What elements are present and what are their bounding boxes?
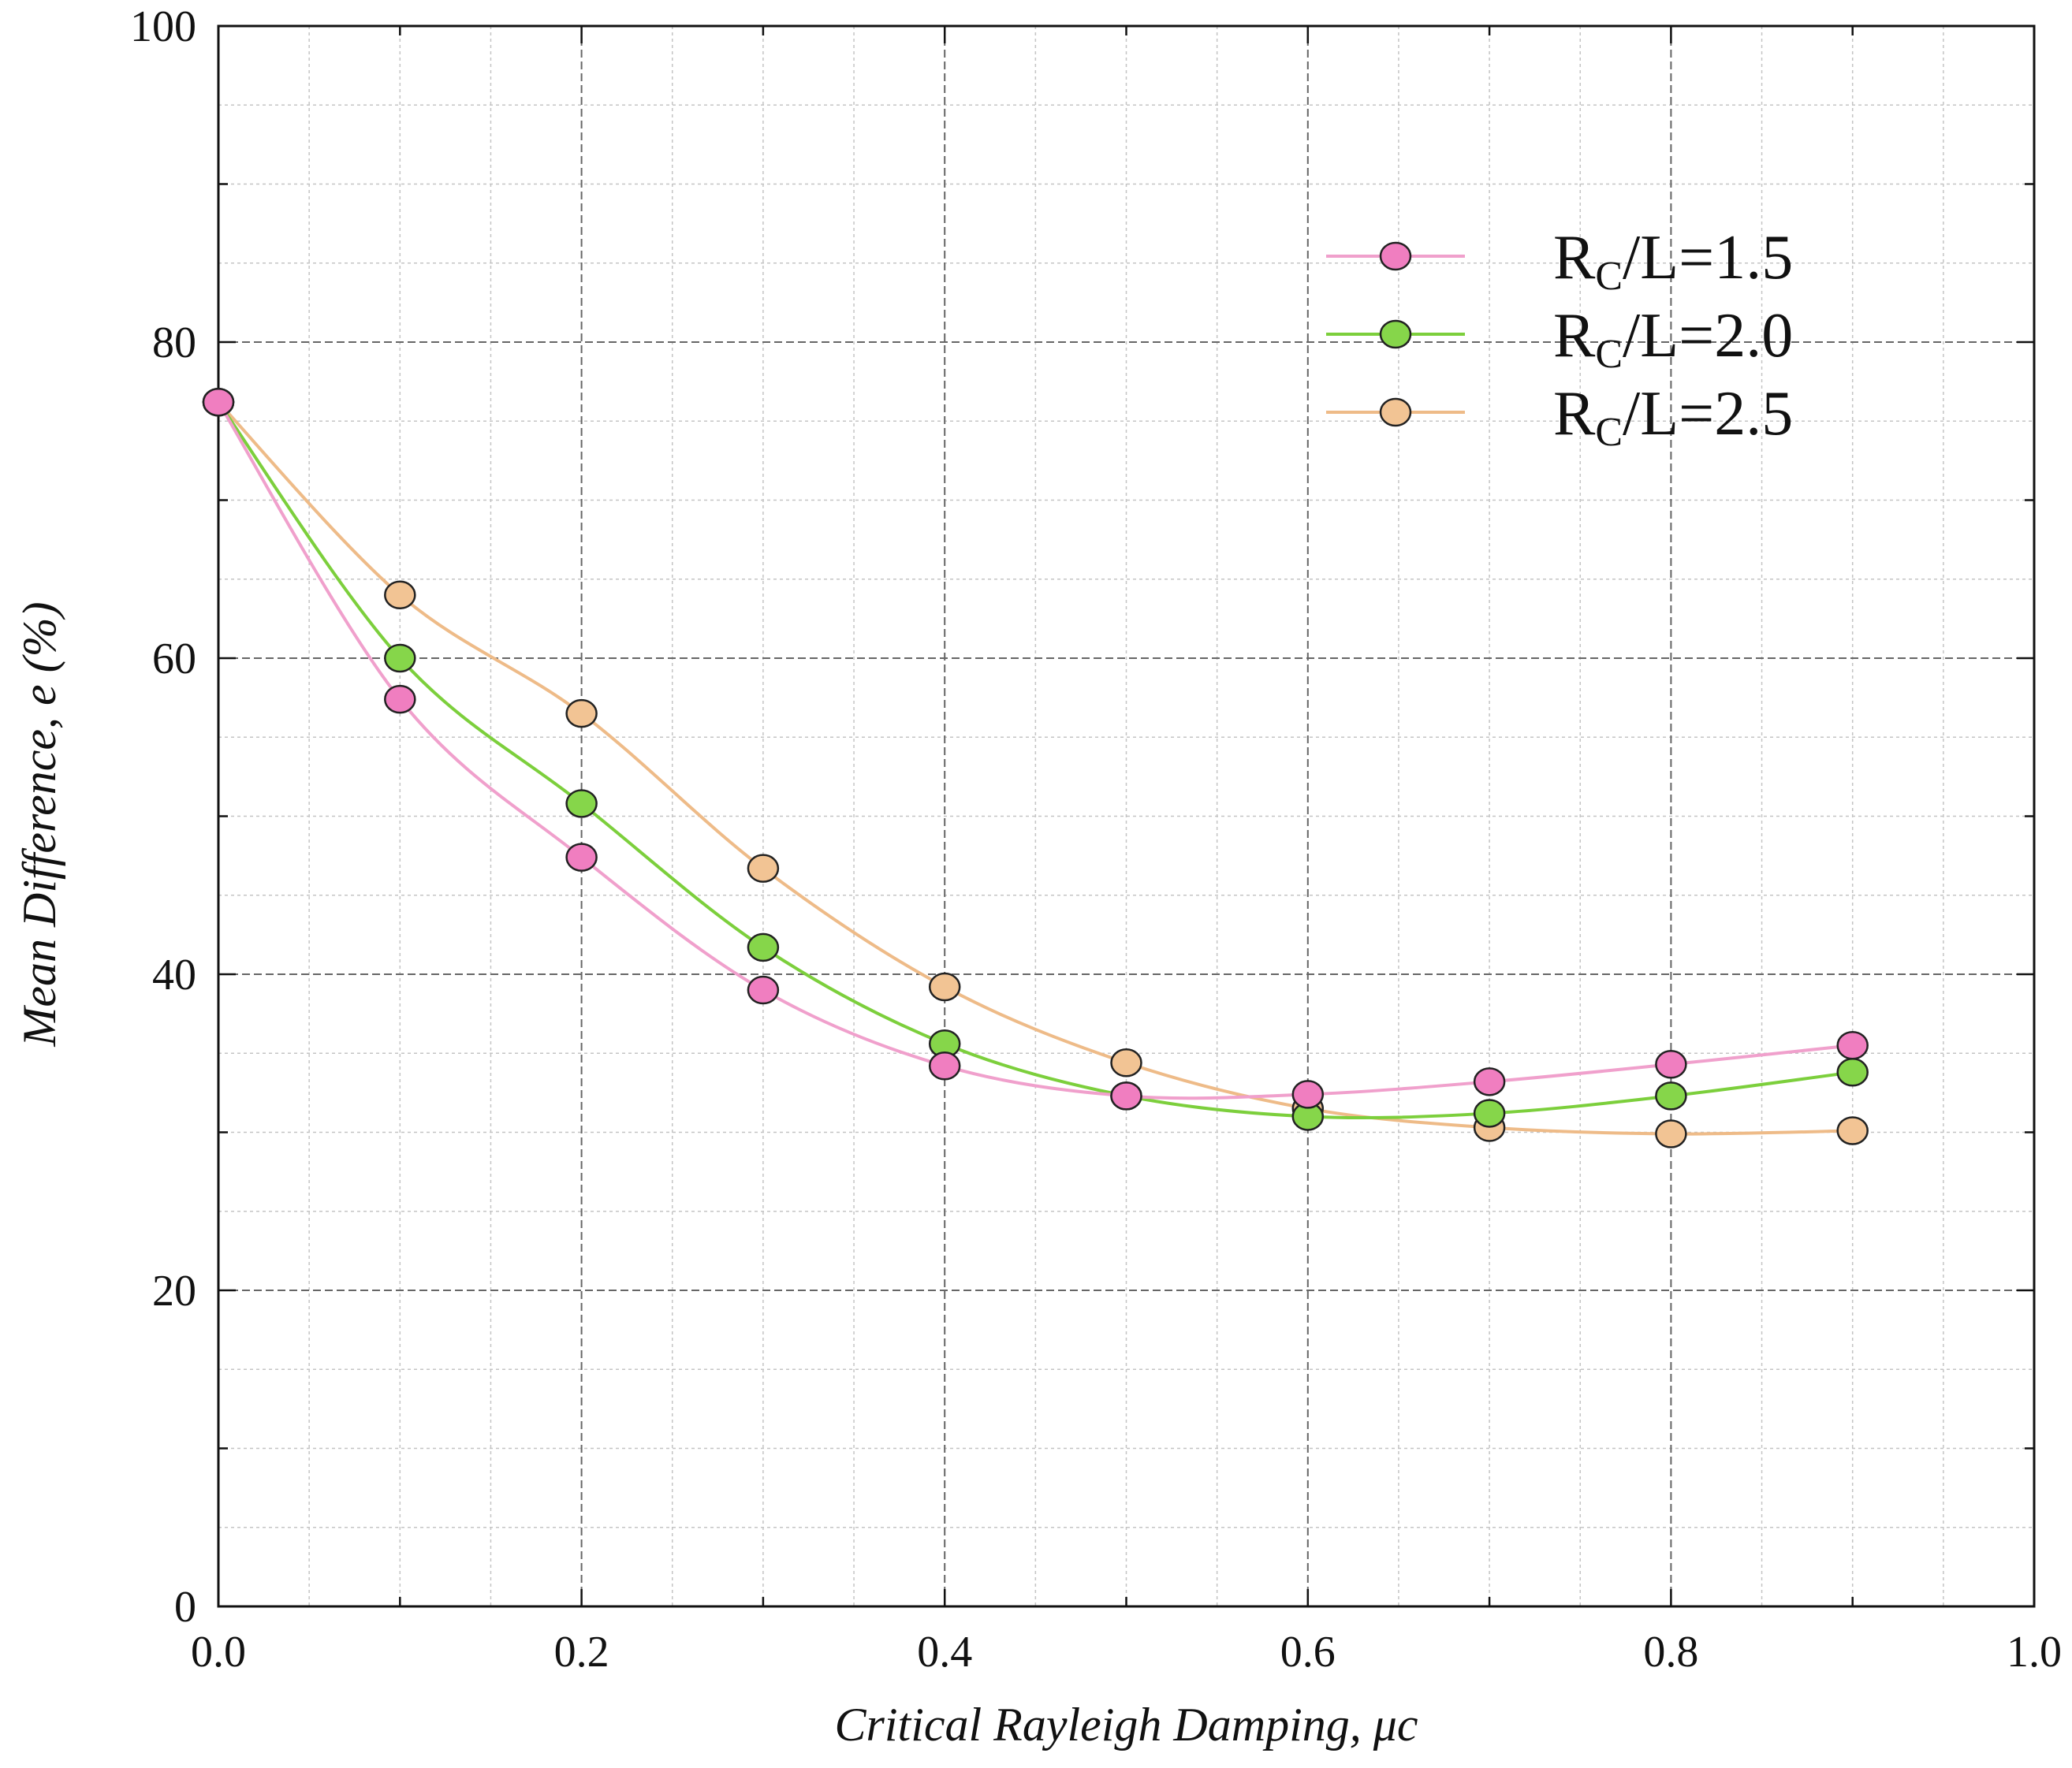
x-tick-label: 0.0 xyxy=(191,1628,246,1677)
series-2-point xyxy=(1655,1081,1687,1111)
legend-label: RC/L=2.0 xyxy=(1553,301,1793,377)
legend-marker-swatch xyxy=(1379,241,1412,271)
legend-label-subscript: C xyxy=(1595,410,1623,455)
series-1-point xyxy=(1836,1030,1869,1060)
x-tick-label: 0.8 xyxy=(1643,1628,1698,1677)
series-3-point xyxy=(747,854,780,883)
major-gridlines xyxy=(218,26,2034,1606)
series-points xyxy=(202,387,1869,1148)
series-1-point xyxy=(202,387,235,417)
x-axis-tick-labels: 0.0 0.2 0.4 0.6 0.8 1.0 xyxy=(191,1628,2062,1677)
legend-item-3: RC/L=2.5 xyxy=(1326,379,1793,455)
legend-label-main: R xyxy=(1553,223,1596,292)
series-1-point xyxy=(565,843,598,872)
y-tick-label: 0 xyxy=(174,1583,196,1632)
y-axis-tick-labels: 0 20 40 60 80 100 xyxy=(130,2,196,1632)
series-2-point xyxy=(384,643,416,673)
y-tick-label: 20 xyxy=(152,1267,196,1316)
y-tick-label: 40 xyxy=(152,951,196,999)
legend-label: RC/L=1.5 xyxy=(1553,223,1793,299)
legend-label-subscript: C xyxy=(1595,254,1623,299)
legend-label: RC/L=2.5 xyxy=(1553,379,1793,455)
legend-label-rest: /L=2.0 xyxy=(1623,301,1793,370)
series-1-point xyxy=(1291,1080,1325,1109)
legend-label-subscript: C xyxy=(1595,332,1623,377)
axis-ticks xyxy=(217,24,2036,1608)
minor-gridlines xyxy=(218,26,2034,1606)
series-3-point xyxy=(384,580,416,610)
series-3-point xyxy=(928,972,961,1002)
legend-label-main: R xyxy=(1553,379,1596,449)
series-3-point xyxy=(1655,1119,1687,1148)
y-axis-label: Mean Difference, e (%) xyxy=(13,601,65,1047)
series-2-point xyxy=(1836,1058,1869,1087)
legend-label-rest: /L=1.5 xyxy=(1623,223,1793,292)
x-tick-label: 0.6 xyxy=(1280,1628,1336,1677)
x-tick-label: 0.2 xyxy=(554,1628,609,1677)
series-1-point xyxy=(1473,1067,1506,1096)
x-tick-label: 0.4 xyxy=(917,1628,972,1677)
series-3-point xyxy=(1110,1048,1142,1078)
y-tick-label: 100 xyxy=(130,2,196,51)
series-lines xyxy=(217,400,1853,1136)
y-tick-label: 80 xyxy=(152,318,196,367)
series-1-point xyxy=(747,975,780,1005)
series-1-point xyxy=(384,684,416,714)
series-2-point xyxy=(747,932,780,962)
series-1-point xyxy=(928,1051,961,1081)
legend-item-1: RC/L=1.5 xyxy=(1326,223,1793,299)
legend: RC/L=1.5RC/L=2.0RC/L=2.5 xyxy=(1326,223,1793,455)
x-axis-label: Critical Rayleigh Damping, μc xyxy=(834,1699,1418,1751)
series-1-point xyxy=(1110,1081,1142,1111)
series-3-point xyxy=(565,698,598,728)
series-2-point xyxy=(1473,1099,1506,1128)
legend-label-main: R xyxy=(1553,301,1596,370)
legend-marker-swatch xyxy=(1379,397,1412,427)
series-2-point xyxy=(565,789,598,818)
x-tick-label: 1.0 xyxy=(2007,1628,2062,1677)
series-line-1 xyxy=(217,401,1853,1100)
series-line-2 xyxy=(217,401,1853,1120)
legend-label-rest: /L=2.5 xyxy=(1623,379,1793,449)
legend-marker-swatch xyxy=(1379,319,1412,349)
series-3-point xyxy=(1836,1116,1869,1145)
series-1-point xyxy=(1655,1050,1687,1079)
y-tick-label: 60 xyxy=(152,635,196,683)
legend-item-2: RC/L=2.0 xyxy=(1326,301,1793,377)
series-line-3 xyxy=(217,400,1853,1136)
